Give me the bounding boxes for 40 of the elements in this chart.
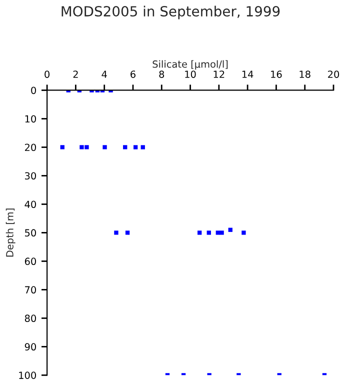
point <box>114 230 118 235</box>
y-tick-label: 10 <box>25 115 36 123</box>
y-tick-label: 0 <box>31 86 36 94</box>
x-tick-label: 14 <box>242 70 254 78</box>
y-tick-label: 80 <box>24 314 36 322</box>
x-tick-label: 0 <box>44 70 50 78</box>
chart-title: MODS2005 in September, 1999 <box>62 6 280 20</box>
point <box>216 230 220 235</box>
y-tick-label: 60 <box>24 258 36 266</box>
point <box>84 145 89 150</box>
point <box>198 230 202 235</box>
x-tick-label: 12 <box>214 70 224 78</box>
x-tick-label: 10 <box>185 70 196 78</box>
point <box>102 145 107 150</box>
x-tick-label: 8 <box>159 70 164 78</box>
x-tick-label: 4 <box>102 70 107 78</box>
y-tick-label: 100 <box>19 372 36 379</box>
y-tick-label: 40 <box>24 200 36 208</box>
point <box>220 230 224 235</box>
point <box>125 230 130 235</box>
y-axis-title: Depth [m] <box>6 208 16 257</box>
x-tick-label: 6 <box>130 70 136 78</box>
point <box>228 228 232 232</box>
point <box>123 145 128 150</box>
x-axis-title: Silicate [µmol/l] <box>152 60 228 70</box>
y-tick-label: 50 <box>25 229 36 237</box>
point <box>242 230 246 235</box>
x-tick-label: 20 <box>328 70 340 78</box>
point <box>80 145 84 150</box>
point <box>140 145 145 150</box>
y-tick-label: 20 <box>24 144 36 152</box>
x-tick-label: 18 <box>300 70 310 78</box>
y-tick-label: 30 <box>25 172 36 180</box>
point <box>60 145 64 150</box>
x-tick-label: 2 <box>73 70 78 78</box>
x-tick-label: 16 <box>271 70 282 78</box>
y-tick-label: 90 <box>24 343 36 351</box>
point <box>133 145 138 150</box>
y-tick-label: 70 <box>25 286 36 294</box>
point <box>206 230 211 235</box>
